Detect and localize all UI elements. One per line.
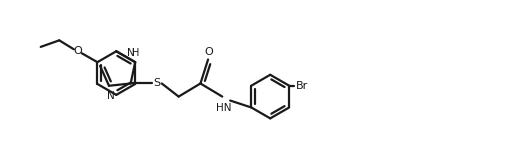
Text: HN: HN — [217, 103, 232, 113]
Text: Br: Br — [296, 81, 309, 91]
Text: O: O — [73, 46, 82, 56]
Text: N: N — [127, 48, 135, 58]
Text: O: O — [204, 47, 213, 57]
Text: H: H — [133, 48, 140, 58]
Text: S: S — [153, 79, 160, 89]
Text: N: N — [107, 91, 115, 101]
